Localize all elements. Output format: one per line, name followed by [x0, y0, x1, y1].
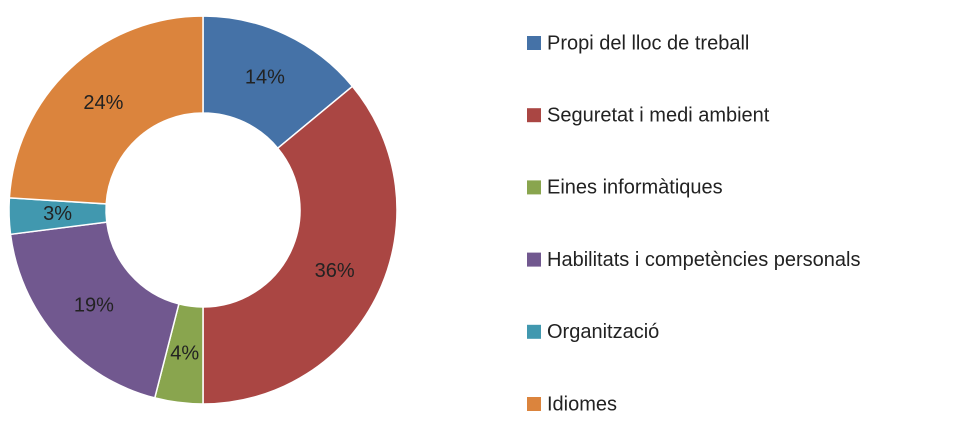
data-label: 36%	[315, 260, 355, 282]
legend-swatch	[527, 108, 541, 123]
legend-swatch	[527, 180, 541, 195]
legend-label: Organització	[547, 321, 659, 343]
legend-swatch	[527, 252, 541, 267]
data-label: 19%	[74, 295, 114, 317]
data-label: 14%	[245, 67, 285, 89]
legend-label: Propi del lloc de treball	[547, 32, 749, 54]
legend-swatch	[527, 36, 541, 50]
legend-swatch	[527, 324, 541, 339]
data-label: 24%	[83, 92, 123, 114]
donut-slice	[202, 85, 398, 405]
legend-label: Idiomes	[547, 393, 617, 415]
legend-label: Eines informàtiques	[547, 177, 723, 199]
donut-slice	[9, 221, 180, 399]
legend-swatch	[527, 397, 541, 411]
legend-label: Habilitats i competències personals	[547, 249, 861, 271]
data-label: 3%	[43, 203, 72, 225]
legend-label: Seguretat i medi ambient	[547, 104, 770, 126]
data-label: 4%	[170, 343, 199, 365]
donut-slice	[8, 15, 204, 205]
